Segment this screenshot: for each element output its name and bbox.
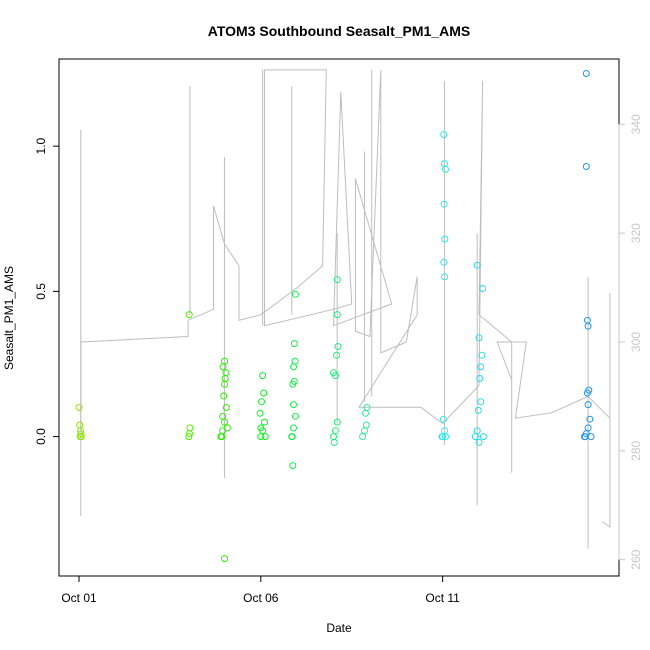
data-point [219, 412, 227, 420]
data-point [582, 70, 590, 77]
data-point [442, 433, 449, 441]
data-point [261, 418, 268, 426]
data-point [291, 412, 299, 420]
y-right-tick-label: 280 [629, 440, 643, 460]
data-point [260, 389, 268, 397]
data-point [440, 200, 448, 208]
data-point [440, 131, 448, 138]
data-point [331, 427, 339, 435]
y-left-tick-label: 1.0 [34, 137, 48, 154]
data-point [476, 375, 484, 382]
x-tick-label: Oct 11 [425, 591, 460, 605]
data-point [479, 433, 487, 441]
data-point [477, 363, 485, 371]
data-point [185, 433, 193, 441]
data-point [258, 398, 265, 406]
data-point [221, 380, 228, 388]
data-point [438, 433, 446, 441]
data-point [186, 424, 194, 432]
data-point [362, 409, 369, 417]
data-point [288, 433, 296, 441]
data-point [256, 409, 264, 417]
data-point [362, 421, 370, 429]
data-point [77, 433, 85, 441]
data-point [583, 316, 591, 324]
data-point [330, 433, 337, 441]
data-point [473, 427, 481, 435]
y-left-tick-label: 0.5 [34, 283, 48, 300]
data-point [441, 235, 449, 243]
data-point [359, 433, 367, 441]
data-point [75, 404, 83, 411]
data-point [290, 363, 297, 371]
data-point [221, 375, 229, 382]
data-point [76, 421, 84, 429]
y-right-tick-label: 320 [629, 223, 643, 243]
data-point [330, 438, 338, 446]
x-tick-label: Oct 06 [243, 591, 279, 605]
data-point [291, 290, 299, 298]
axes: 0.0 0.5 1.0 260 280 300 320 340 Oct 01 Oct 06 Oct … [34, 114, 643, 605]
data-point [441, 273, 448, 281]
data-point [584, 424, 592, 432]
data-point [222, 404, 230, 411]
data-point [475, 334, 483, 342]
data-point [333, 311, 341, 319]
data-point [290, 424, 297, 432]
data-point [261, 433, 269, 441]
data-point [440, 258, 448, 266]
data-point [289, 462, 297, 470]
chart-title: ATOM3 Southbound Seasalt_PM1_AMS [208, 23, 470, 39]
data-point [257, 424, 265, 432]
data-point [219, 363, 227, 371]
data-points [75, 70, 595, 563]
data-point [441, 160, 448, 168]
data-point [259, 372, 267, 380]
data-point [290, 340, 298, 348]
data-point [478, 351, 486, 359]
data-point [333, 351, 340, 359]
data-point [363, 404, 371, 411]
x-tick-label: Oct 01 [61, 591, 97, 605]
data-point [223, 424, 231, 432]
data-point [334, 343, 342, 350]
data-point [221, 555, 228, 563]
y-right-tick-label: 340 [629, 114, 643, 134]
data-point [585, 386, 593, 394]
data-point [290, 377, 298, 385]
data-point [290, 401, 297, 409]
data-point [474, 406, 482, 414]
data-point [291, 357, 299, 365]
data-point [582, 163, 590, 170]
data-point [333, 418, 341, 426]
data-point [220, 392, 228, 400]
data-point [479, 285, 487, 292]
data-point [331, 372, 339, 380]
data-point [475, 438, 483, 446]
data-point [586, 415, 594, 423]
data-point [584, 401, 592, 409]
data-point [442, 165, 449, 173]
right-series-line [80, 69, 611, 528]
right-series-lines [80, 69, 611, 549]
data-point [218, 433, 226, 441]
data-point [477, 398, 485, 406]
data-point [361, 427, 368, 435]
y-right-tick-label: 300 [629, 332, 643, 352]
data-point [222, 369, 230, 377]
y-right-tick-label: 260 [629, 549, 643, 569]
data-point [439, 415, 447, 423]
y-left-tick-label: 0.0 [34, 428, 48, 445]
x-axis-label: Date [326, 621, 352, 635]
data-point [333, 276, 341, 284]
data-point [77, 430, 85, 438]
y-axis-label: Seasalt_PM1_AMS [2, 266, 16, 370]
data-point [587, 433, 595, 441]
data-point [473, 261, 481, 269]
data-point [185, 311, 193, 319]
